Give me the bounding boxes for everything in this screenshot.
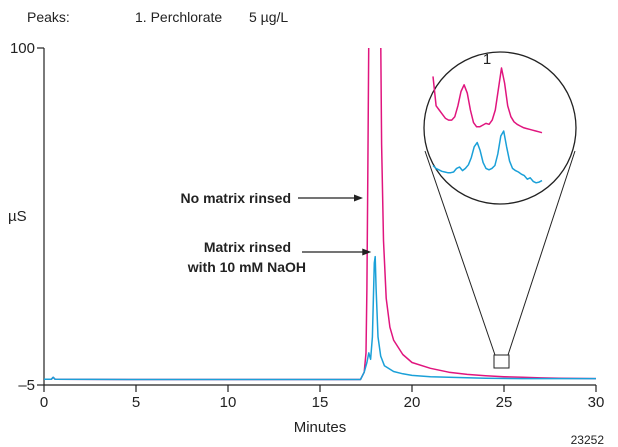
peaks-label: Peaks: — [27, 9, 70, 25]
inset-connector-left — [424, 150, 496, 356]
inset-trace-no-matrix — [432, 67, 543, 134]
peak-entry: 1. Perchlorate — [135, 9, 222, 25]
x-tick-label: 20 — [404, 394, 421, 411]
annotation-matrix-rinsed-arrowhead — [362, 248, 372, 256]
peak-concentration: 5 µg/L — [249, 9, 288, 25]
series-matrix-rinsed — [44, 255, 596, 381]
y-tick-label: 100 — [10, 40, 35, 57]
inset-magnifier: 1 — [423, 51, 577, 369]
annotation-no-matrix-label: No matrix rinsed — [181, 190, 291, 206]
x-tick-label: 15 — [312, 394, 329, 411]
annotation-no-matrix-arrowhead — [354, 194, 363, 202]
annotation-no-matrix: No matrix rinsed — [181, 190, 363, 206]
annotation-matrix-rinsed: Matrix rinsed with 10 mM NaOH — [187, 239, 372, 275]
inset-peak-label: 1 — [483, 51, 491, 68]
x-ticks: 0 5 10 15 20 25 30 — [40, 385, 605, 411]
x-tick-label: 10 — [220, 394, 237, 411]
x-tick-label: 25 — [496, 394, 513, 411]
y-axis-title: µS — [8, 208, 27, 225]
x-tick-label: 5 — [132, 394, 140, 411]
x-tick-label: 30 — [588, 394, 605, 411]
y-tick-label: –5 — [18, 377, 35, 394]
annotation-matrix-rinsed-line1: Matrix rinsed — [204, 239, 291, 255]
annotation-matrix-rinsed-line2: with 10 mM NaOH — [187, 259, 306, 275]
inset-trace-matrix-rinsed — [432, 130, 543, 184]
series-layer — [44, 48, 596, 381]
figure-id: 23252 — [571, 433, 605, 447]
inset-zoom-box — [493, 354, 510, 369]
x-tick-label: 0 — [40, 394, 48, 411]
inset-connector-right — [507, 150, 576, 356]
x-axis-title: Minutes — [294, 419, 347, 436]
y-ticks: 100 –5 — [10, 40, 44, 394]
inset-traces — [432, 67, 543, 184]
